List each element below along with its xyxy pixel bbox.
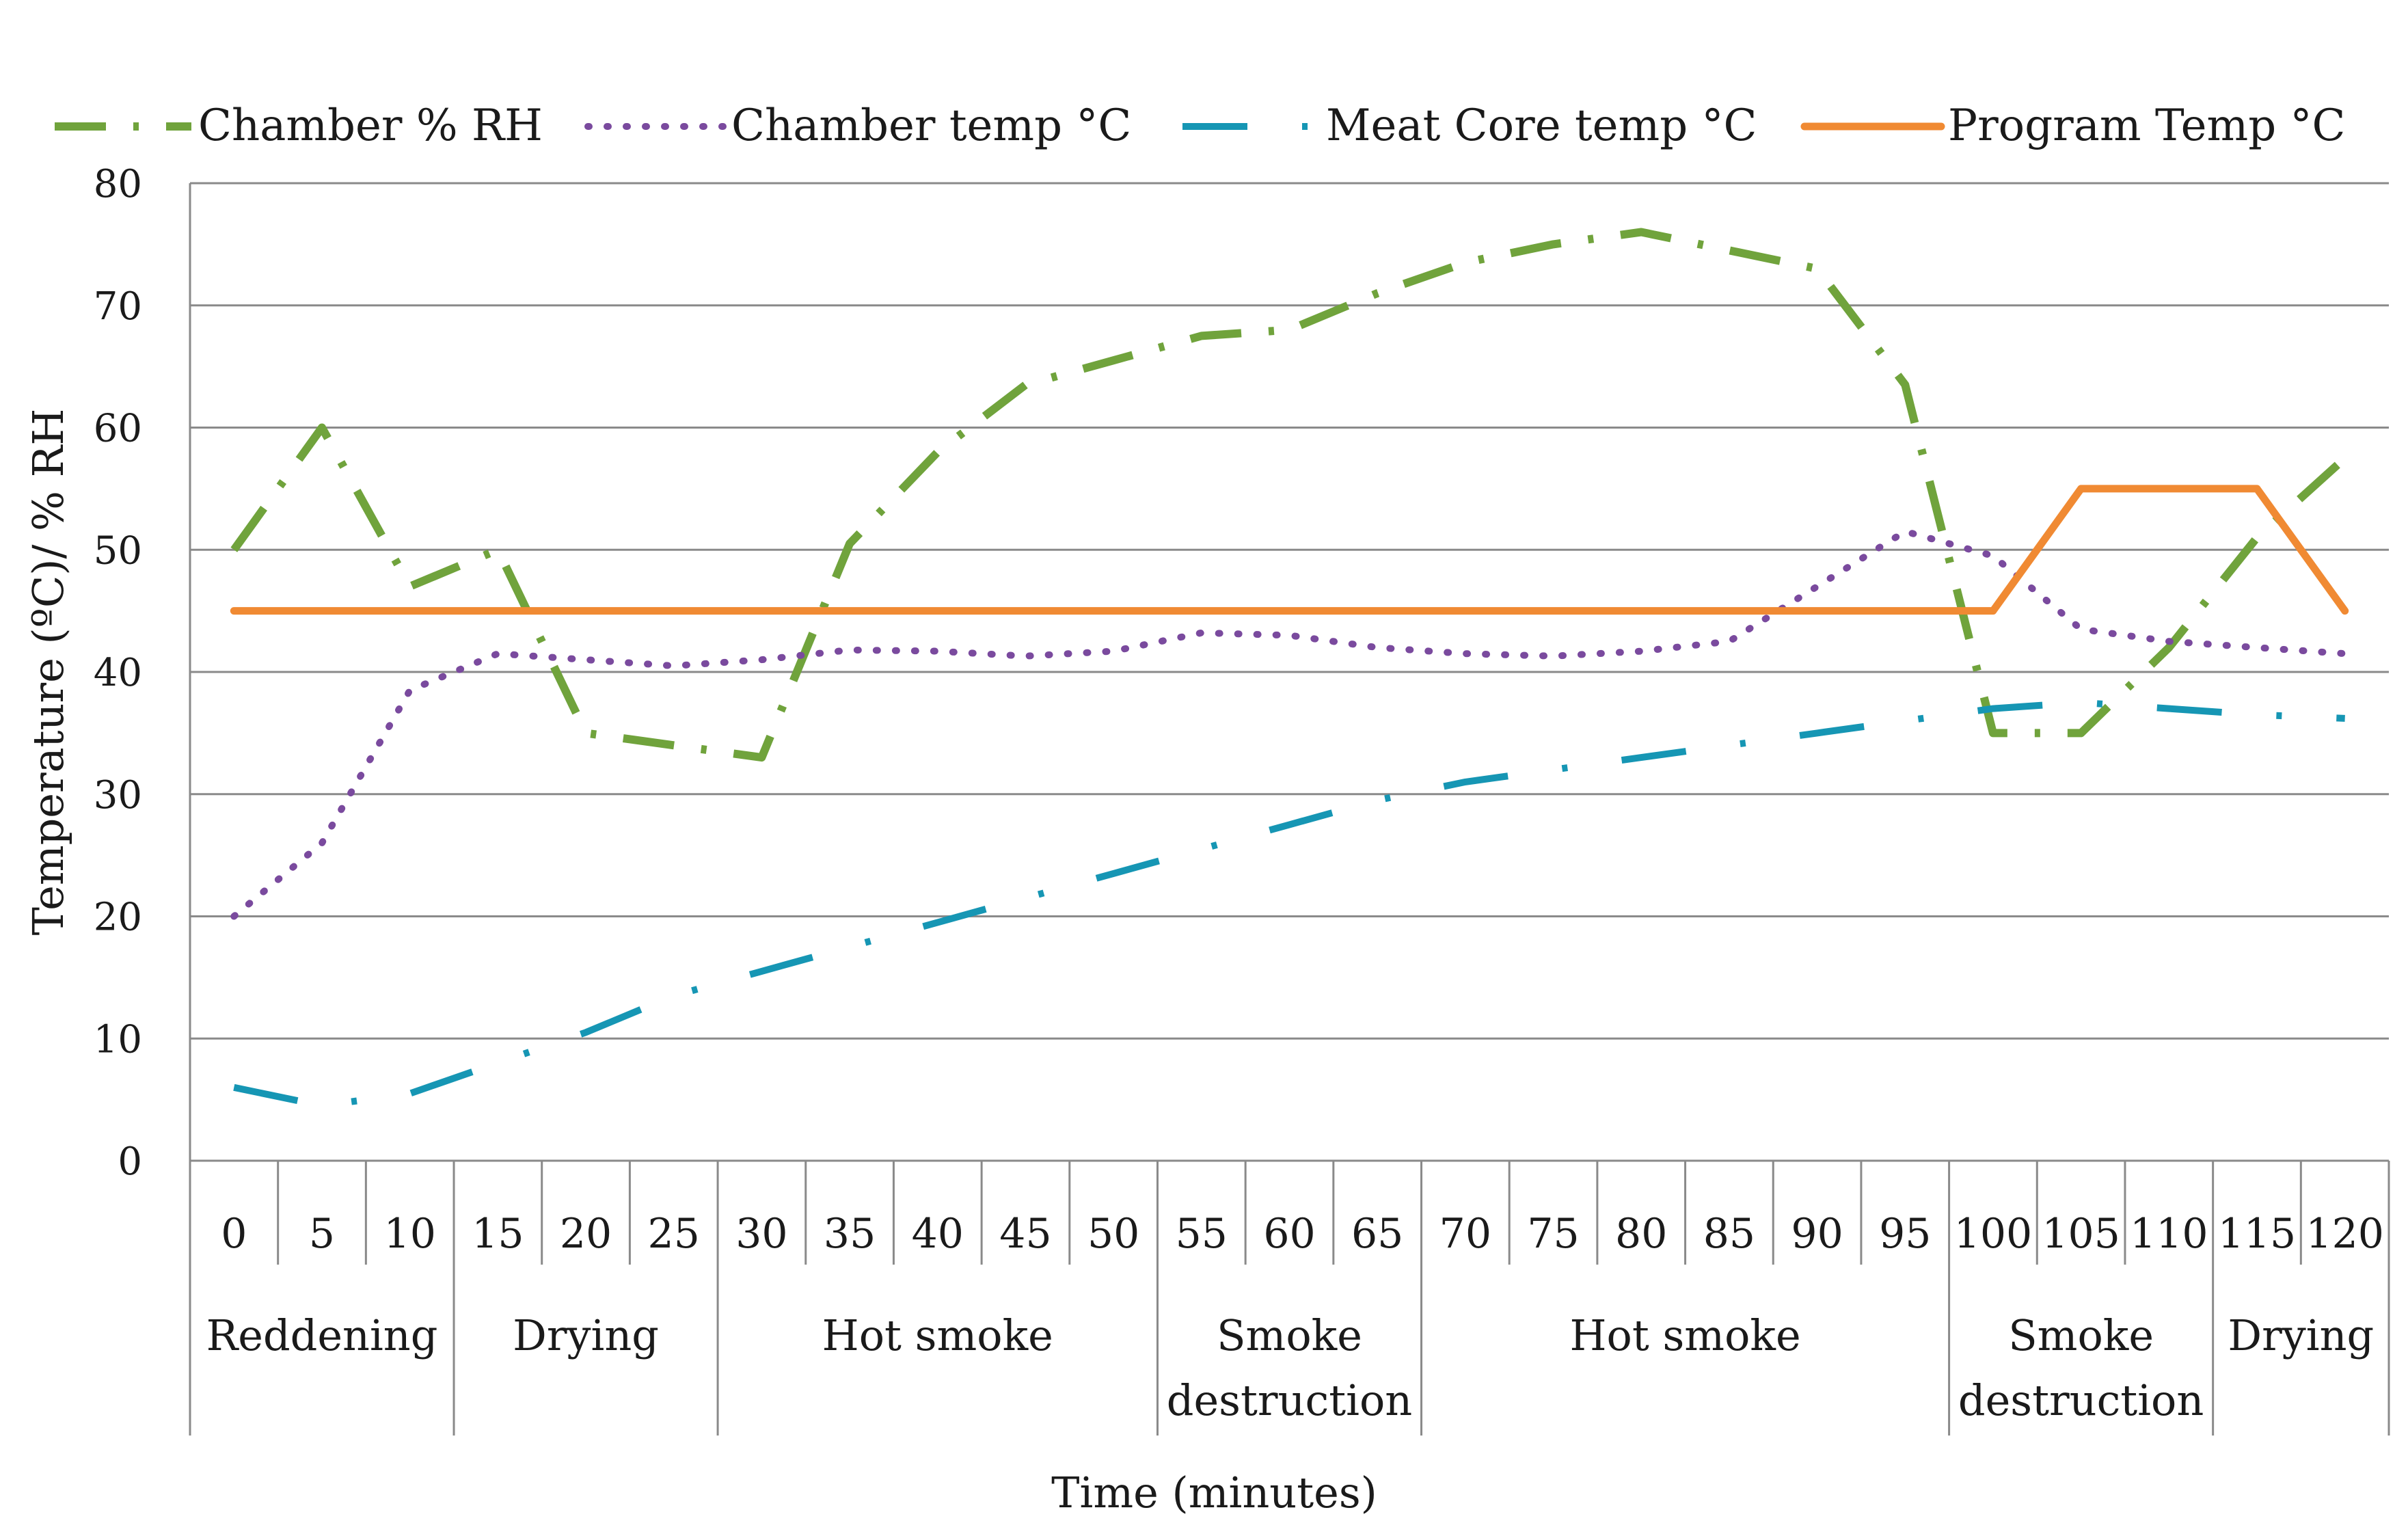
- x-tick-label: 50: [1087, 1210, 1139, 1258]
- phase-label: Smoke destruction: [1958, 1310, 2204, 1425]
- x-tick-label: 35: [824, 1210, 876, 1258]
- phase-label: Reddening: [206, 1310, 438, 1360]
- x-tick-label: 110: [2130, 1210, 2208, 1258]
- x-tick-label: 40: [912, 1210, 964, 1258]
- x-axis-category-table: 0 5 10 15 20 25 30 35 40 45 50 55 60 65 70 75 80 85 90 95 10…: [189, 1161, 2390, 1436]
- y-tick-label: 80: [94, 162, 142, 206]
- legend-label-chamber-temp: Chamber temp °C: [731, 100, 1131, 151]
- x-tick-label: 15: [472, 1210, 524, 1258]
- x-tick-label: 60: [1263, 1210, 1315, 1258]
- legend: Chamber % RH Chamber temp °C Meat Core tem…: [55, 100, 2346, 151]
- x-tick-label: 95: [1879, 1210, 1931, 1258]
- x-tick-label: 75: [1527, 1210, 1579, 1258]
- x-tick-label: 80: [1615, 1210, 1667, 1258]
- x-tick-label: 20: [560, 1210, 612, 1258]
- phase-label: Drying: [2228, 1310, 2374, 1360]
- phase-label: Hot smoke: [822, 1310, 1053, 1360]
- x-tick-label: 10: [384, 1210, 436, 1258]
- x-tick-label: 100: [1954, 1210, 2033, 1258]
- phase-label: Smoke destruction: [1167, 1310, 1412, 1425]
- y-tick-label: 60: [94, 407, 142, 451]
- y-axis-ticks: 0 10 20 30 40 50 60 70 80: [94, 162, 142, 1184]
- y-tick-label: 70: [94, 284, 142, 329]
- x-tick-label: 0: [221, 1210, 247, 1258]
- x-tick-label: 25: [648, 1210, 700, 1258]
- x-tick-label: 30: [735, 1210, 787, 1258]
- y-axis-title: Temperature (ºC)/ % RH: [23, 409, 73, 936]
- series-line-meat-core-temp: [233, 699, 2345, 1109]
- series-lines: [230, 228, 2349, 1109]
- phase-label: Hot smoke: [1569, 1310, 1800, 1360]
- x-tick-label: 5: [309, 1210, 335, 1258]
- x-axis-title: Time (minutes): [1051, 1468, 1377, 1518]
- phase-label: Drying: [513, 1310, 659, 1360]
- y-tick-label: 0: [118, 1140, 142, 1184]
- y-tick-label: 40: [94, 651, 142, 695]
- series-line-program-temp: [230, 485, 2349, 615]
- y-tick-label: 50: [94, 528, 142, 573]
- x-tick-label: 65: [1351, 1210, 1403, 1258]
- x-tick-label: 85: [1703, 1210, 1755, 1258]
- x-tick-label: 90: [1791, 1210, 1843, 1258]
- y-tick-label: 30: [94, 773, 142, 818]
- x-tick-label: 115: [2218, 1210, 2297, 1258]
- legend-label-program-temp: Program Temp °C: [1948, 100, 2346, 151]
- y-tick-label: 10: [94, 1017, 142, 1062]
- x-tick-label: 45: [999, 1210, 1051, 1258]
- series-line-chamber-rh: [230, 228, 2348, 762]
- x-tick-label: 105: [2042, 1210, 2120, 1258]
- x-tick-label: 55: [1176, 1210, 1228, 1258]
- legend-label-meat-core-temp: Meat Core temp °C: [1326, 100, 1757, 151]
- x-tick-label: 120: [2305, 1210, 2384, 1258]
- series-line-chamber-temp: [230, 528, 2349, 920]
- x-tick-label: 70: [1439, 1210, 1491, 1258]
- y-tick-label: 20: [94, 895, 142, 940]
- legend-label-chamber-rh: Chamber % RH: [198, 100, 543, 151]
